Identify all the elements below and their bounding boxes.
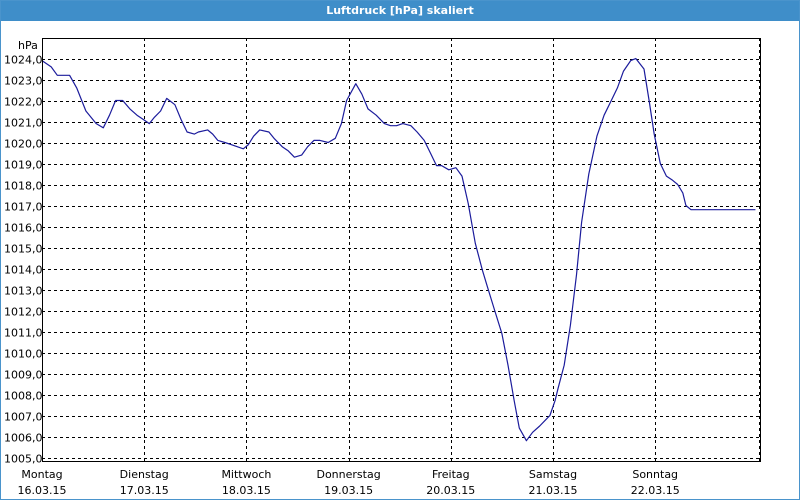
y-tick-label: 1014,0	[4, 264, 43, 277]
x-tick-date: 20.03.15	[426, 484, 475, 497]
x-tick-day: Dienstag	[120, 468, 169, 481]
x-tick-date: 17.03.15	[120, 484, 169, 497]
y-tick-label: 1010,0	[4, 348, 43, 361]
series	[41, 57, 756, 442]
x-tick-date: 22.03.15	[631, 484, 680, 497]
x-tick-day: Samstag	[529, 468, 577, 481]
y-tick-label: 1024,0	[4, 54, 43, 67]
x-tick-day: Donnerstag	[316, 468, 380, 481]
y-axis-label: hPa	[18, 39, 38, 52]
grid	[42, 38, 760, 461]
x-tick-date: 19.03.15	[324, 484, 373, 497]
y-tick-label: 1007,0	[4, 411, 43, 424]
y-tick-label: 1019,0	[4, 159, 43, 172]
y-tick-label: 1005,0	[4, 453, 43, 466]
y-tick-label: 1022,0	[4, 96, 43, 109]
pressure-series-line	[41, 57, 756, 442]
y-tick-label: 1009,0	[4, 369, 43, 382]
y-tick-label: 1012,0	[4, 306, 43, 319]
y-tick-label: 1006,0	[4, 432, 43, 445]
window-title: Luftdruck [hPa] skaliert	[1, 1, 799, 21]
plot-area	[42, 38, 761, 462]
x-tick-day: Mittwoch	[221, 468, 271, 481]
y-tick-label: 1023,0	[4, 75, 43, 88]
y-tick-label: 1011,0	[4, 327, 43, 340]
x-tick-date: 18.03.15	[222, 484, 271, 497]
y-tick-label: 1020,0	[4, 138, 43, 151]
y-axis-ticks: 1005,0 1006,0 1007,0 1008,0 1009,0 1010,0 1011…	[4, 54, 43, 466]
y-tick-label: 1021,0	[4, 117, 43, 130]
x-axis-ticks: Montag 16.03.15 Dienstag 17.03.15 Mittwoch 18…	[18, 468, 680, 497]
x-tick-day: Montag	[21, 468, 62, 481]
y-tick-label: 1017,0	[4, 201, 43, 214]
y-tick-label: 1013,0	[4, 285, 43, 298]
x-tick-date: 16.03.15	[18, 484, 67, 497]
y-tick-label: 1016,0	[4, 222, 43, 235]
x-tick-day: Freitag	[432, 468, 470, 481]
x-tick-date: 21.03.15	[529, 484, 578, 497]
y-tick-label: 1008,0	[4, 390, 43, 403]
x-tick-day: Sonntag	[632, 468, 678, 481]
y-tick-label: 1015,0	[4, 243, 43, 256]
y-tick-label: 1018,0	[4, 180, 43, 193]
